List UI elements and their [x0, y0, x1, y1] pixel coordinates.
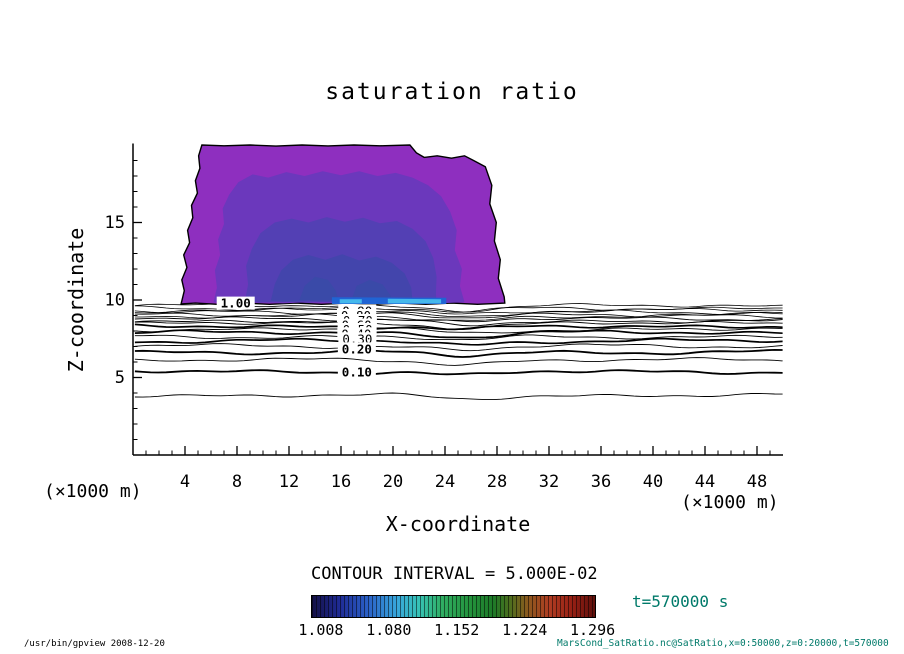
colorbar-tick-label: 1.080: [366, 621, 412, 639]
contour-line-0.45: [134, 327, 783, 334]
y-tick-label: 10: [105, 291, 125, 311]
contour-line-0.65: [134, 316, 783, 323]
y-tick-label: 5: [115, 368, 125, 388]
contour-line-0.20: [134, 348, 783, 358]
contour-label: 1.00: [221, 296, 251, 311]
chart-title: saturation ratio: [325, 79, 579, 105]
y-tick-label: 15: [105, 213, 125, 233]
x-tick-label: 40: [643, 472, 663, 492]
contour-line-0.50: [134, 323, 783, 331]
colorbar-cell-stripes: [312, 596, 595, 617]
contour-label-bg: [338, 332, 377, 346]
contour-line-0.15: [134, 357, 783, 366]
contour-line-0.40: [134, 329, 783, 339]
x-tick-label: 24: [435, 472, 455, 492]
contour-label-bg: [216, 296, 255, 310]
contour-line-0.05: [134, 392, 783, 401]
colorbar: [311, 595, 596, 618]
x-tick-label: 28: [487, 472, 507, 492]
strip-cyan-a: [339, 299, 362, 304]
contour-line-0.80: [134, 309, 783, 317]
z-axis-unit: (×1000 m): [44, 481, 142, 502]
time-annotation: t=570000 s: [632, 592, 729, 611]
x-axis-unit: (×1000 m): [681, 492, 779, 513]
x-tick-label: 12: [279, 472, 299, 492]
x-axis-label: X-coordinate: [385, 512, 531, 536]
strip-cyan-b: [387, 298, 442, 304]
colorbar-tick-label: 1.008: [298, 621, 344, 639]
x-tick-label: 4: [180, 472, 190, 492]
x-tick-label: 16: [331, 472, 351, 492]
colorbar-tick-label: 1.296: [570, 621, 616, 639]
data-source-note: MarsCond_SatRatio.nc@SatRatio,x=0:50000,…: [557, 638, 889, 649]
x-tick-label: 20: [383, 472, 403, 492]
contour-line-0.35: [134, 334, 783, 340]
colorbar-labels: 1.008 1.080 1.152 1.224 1.296: [298, 621, 615, 639]
contour-label: 0.10: [342, 365, 372, 380]
contour-label-bg: [337, 365, 376, 379]
x-tick-label: 32: [539, 472, 559, 492]
x-tick-label: 36: [591, 472, 611, 492]
command-line-note: /usr/bin/gpview 2008-12-20: [24, 639, 165, 649]
contour-interval-caption: CONTOUR INTERVAL = 5.000E-02: [311, 564, 598, 584]
x-tick-label: 8: [232, 472, 242, 492]
colorbar-tick-label: 1.224: [502, 621, 548, 639]
y-axis-label: Z-coordinate: [64, 227, 88, 373]
contour-line-0.85: [134, 307, 783, 315]
fill-blob-b: [351, 279, 392, 300]
contour-line-0.10: [134, 369, 783, 376]
x-tick-label: 44: [695, 472, 715, 492]
contour-line-0.70: [134, 313, 783, 321]
contour-label-bg: [337, 342, 376, 356]
x-tick-label: 48: [747, 472, 767, 492]
contour-line-0.25: [134, 343, 783, 352]
colorbar-tick-label: 1.152: [434, 621, 480, 639]
contour-label: 0.20: [342, 341, 372, 356]
fill-blob-a: [299, 276, 339, 300]
contour-line-0.30: [134, 337, 783, 346]
contour-line-0.60: [134, 317, 783, 327]
